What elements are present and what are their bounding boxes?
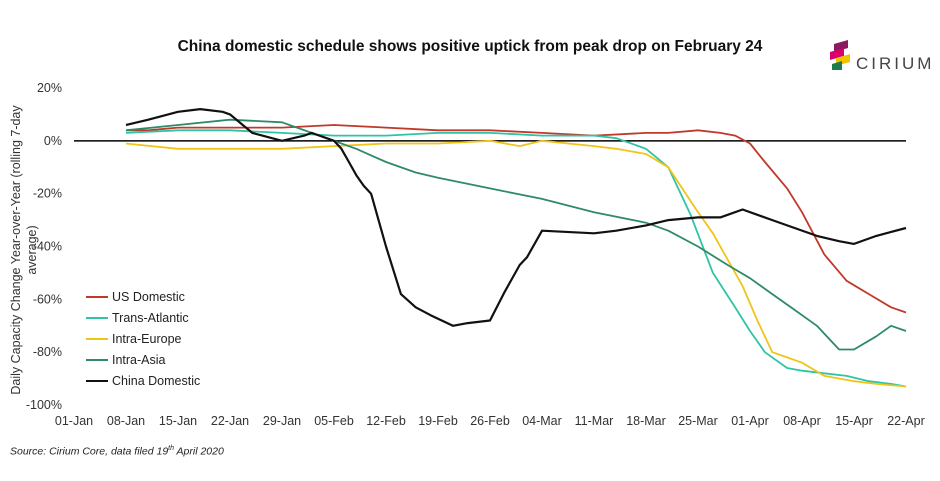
series-line-us-domestic — [126, 124, 907, 314]
series-line-trans-atlantic — [125, 129, 907, 388]
legend: US Domestic Trans-Atlantic Intra-Europe Int… — [86, 290, 200, 388]
series-line-intra-europe — [125, 139, 907, 388]
x-tick-label: 15-Apr — [835, 414, 873, 428]
legend-label: China Domestic — [112, 374, 200, 388]
y-tick-label: -40% — [33, 240, 62, 254]
x-tick-label: 19-Feb — [418, 414, 458, 428]
y-tick-label: -20% — [33, 187, 62, 201]
x-tick-label: 01-Apr — [731, 414, 769, 428]
cirium-logo-icon — [830, 40, 850, 70]
x-tick-label: 12-Feb — [366, 414, 406, 428]
x-tick-label: 22-Jan — [211, 414, 249, 428]
x-tick-label: 18-Mar — [626, 414, 666, 428]
y-axis-ticks: 20% 0% -20% -40% -60% -80% -100% — [26, 81, 62, 412]
y-tick-label: -100% — [26, 398, 62, 412]
y-axis-label: Daily Capacity Change Year-over-Year (ro… — [9, 105, 23, 395]
line-chart: Daily Capacity Change Year-over-Year (ro… — [9, 81, 925, 428]
series-line-china-domestic — [125, 107, 907, 327]
y-axis-label-line2: average) — [25, 225, 39, 274]
y-tick-label: -80% — [33, 345, 62, 359]
x-tick-label: 26-Feb — [470, 414, 510, 428]
legend-label: Intra-Europe — [112, 332, 182, 346]
series-line-intra-asia — [125, 118, 907, 351]
x-tick-label: 01-Jan — [55, 414, 93, 428]
x-tick-label: 05-Feb — [314, 414, 354, 428]
cirium-logo: CIRIUM — [830, 40, 931, 84]
x-tick-label: 04-Mar — [522, 414, 562, 428]
chart-title: China domestic schedule shows positive u… — [177, 38, 763, 55]
logo-text: CIRIUM — [856, 54, 935, 73]
x-tick-label: 25-Mar — [678, 414, 718, 428]
x-tick-label: 22-Apr — [887, 414, 925, 428]
y-tick-label: -60% — [33, 292, 62, 306]
x-tick-label: 15-Jan — [159, 414, 197, 428]
x-tick-label: 08-Jan — [107, 414, 145, 428]
y-tick-label: 20% — [37, 81, 62, 95]
source-superscript: th — [168, 445, 174, 452]
x-tick-label: 08-Apr — [783, 414, 821, 428]
x-tick-label: 11-Mar — [575, 414, 614, 428]
x-tick-label: 29-Jan — [263, 414, 301, 428]
series-lines — [125, 107, 907, 388]
legend-label: Trans-Atlantic — [112, 311, 189, 325]
legend-label: Intra-Asia — [112, 353, 166, 367]
y-axis-label-group: Daily Capacity Change Year-over-Year (ro… — [9, 105, 39, 395]
legend-label: US Domestic — [112, 290, 185, 304]
source-text: Source: Cirium Core, data filed 19 — [10, 445, 169, 458]
source-note: Source: Cirium Core, data filed 19th Apr… — [10, 445, 224, 458]
y-tick-label: 0% — [44, 134, 62, 148]
x-axis-ticks: 01-Jan 08-Jan 15-Jan 22-Jan 29-Jan 05-Feb 12-F… — [55, 414, 925, 428]
source-date-suffix: April 2020 — [174, 445, 224, 458]
